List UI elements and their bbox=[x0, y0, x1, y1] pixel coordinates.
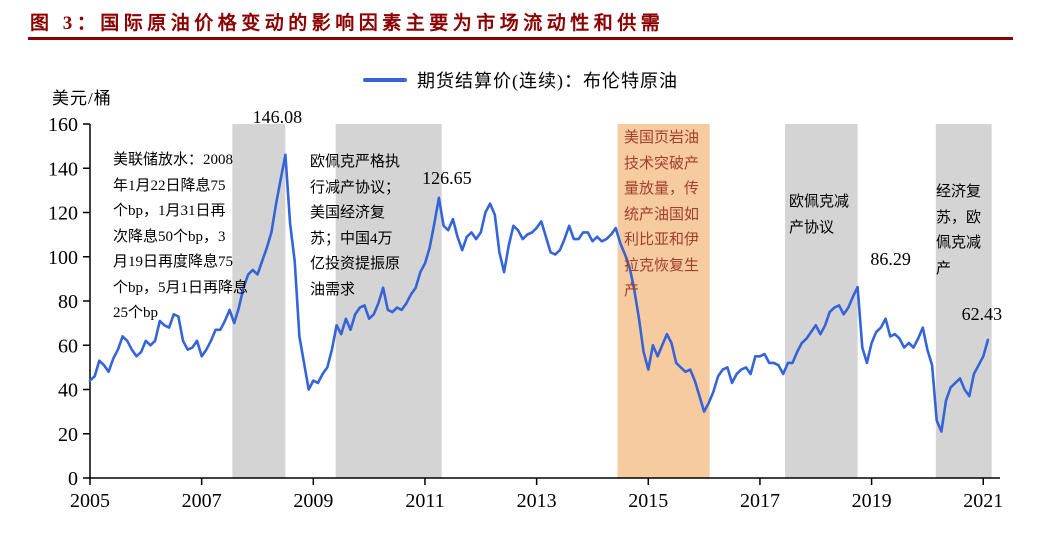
x-tick-label: 2013 bbox=[517, 490, 557, 512]
figure-title: 图 3：国际原油价格变动的影响因素主要为市场流动性和供需 bbox=[30, 13, 665, 34]
x-tick-label: 2009 bbox=[293, 490, 333, 512]
point-value-label: 62.43 bbox=[962, 304, 1003, 324]
y-tick-label: 60 bbox=[58, 335, 78, 357]
point-value-label: 126.65 bbox=[422, 168, 472, 188]
title-rule bbox=[28, 37, 1013, 40]
chart-legend: 期货结算价(连续)：布伦特原油 bbox=[0, 67, 1041, 93]
highlight-band bbox=[935, 124, 992, 478]
chart-annotation: 美国页岩油 技术突破产 量放量，传 统产油国如 利比亚和伊 拉克恢复生 产 bbox=[624, 130, 700, 299]
y-axis-unit-label: 美元/桶 bbox=[52, 89, 112, 108]
x-tick-label: 2021 bbox=[963, 490, 1003, 512]
highlight-band bbox=[785, 124, 858, 478]
x-tick-label: 2015 bbox=[628, 490, 668, 512]
y-tick-label: 140 bbox=[48, 158, 78, 180]
x-tick-label: 2011 bbox=[405, 490, 444, 512]
y-tick-label: 0 bbox=[68, 468, 78, 490]
x-tick-label: 2007 bbox=[182, 490, 222, 512]
y-tick-label: 160 bbox=[48, 114, 78, 136]
point-value-label: 86.29 bbox=[870, 249, 911, 269]
y-tick-label: 120 bbox=[48, 203, 78, 225]
y-tick-label: 20 bbox=[58, 424, 78, 446]
legend-label: 期货结算价(连续)：布伦特原油 bbox=[417, 71, 678, 91]
legend-line-swatch bbox=[363, 78, 407, 82]
highlight-band bbox=[335, 124, 442, 478]
x-tick-label: 2019 bbox=[852, 490, 892, 512]
chart-annotation: 美联储放水：2008 年1月22日降息75 个bp，1月31日再 次降息50个b… bbox=[113, 152, 249, 321]
chart-annotation: 欧佩克减 产协议 bbox=[789, 194, 850, 236]
y-tick-label: 40 bbox=[58, 380, 78, 402]
x-tick-label: 2017 bbox=[740, 490, 780, 512]
highlight-band bbox=[617, 124, 710, 478]
brent-price-line bbox=[88, 153, 990, 433]
x-tick-label: 2005 bbox=[70, 490, 110, 512]
chart-annotation: 经济复 苏，欧 佩克减 产 bbox=[936, 184, 982, 277]
y-tick-label: 80 bbox=[58, 291, 78, 313]
point-value-label: 146.08 bbox=[253, 107, 303, 127]
chart-annotation: 欧佩克严格执 行减产协议； 美国经济复 苏；中国4万 亿投资提振原 油需求 bbox=[310, 154, 401, 298]
y-tick-label: 100 bbox=[48, 247, 78, 269]
